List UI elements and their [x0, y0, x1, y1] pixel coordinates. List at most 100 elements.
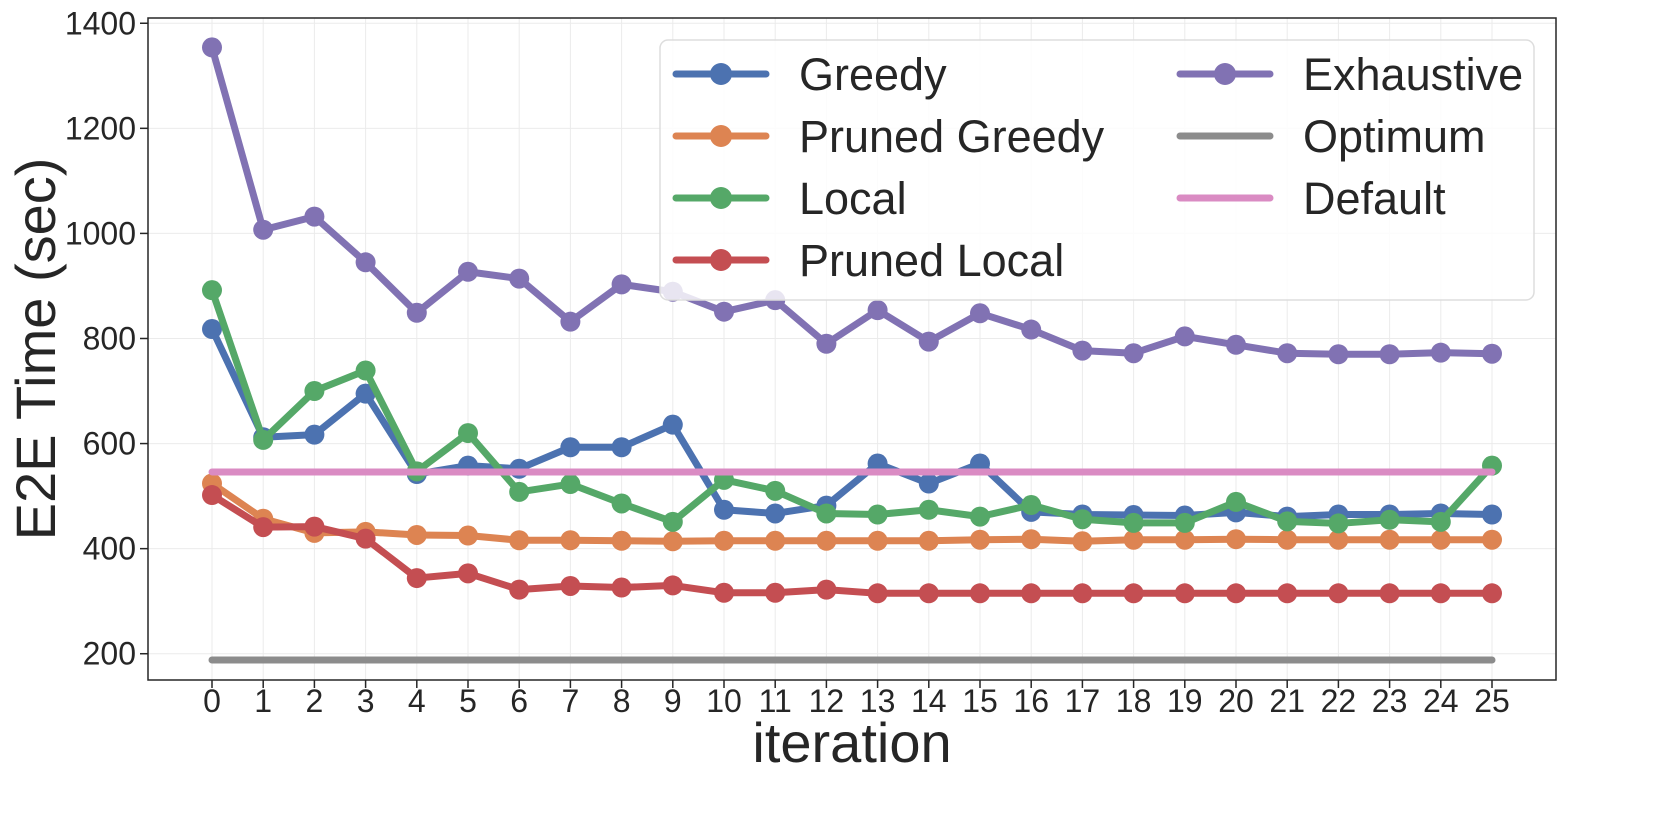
- x-tick-label: 7: [562, 683, 580, 719]
- local-point: [816, 503, 837, 524]
- x-tick-label: 11: [759, 683, 792, 719]
- local-point: [765, 480, 786, 501]
- pruned-greedy-point: [1482, 529, 1502, 550]
- x-tick-label: 6: [510, 683, 528, 719]
- exhaustive-point: [970, 303, 990, 324]
- y-tick-label: 1000: [65, 215, 136, 251]
- pruned-local-point: [816, 579, 837, 600]
- greedy-point: [714, 499, 734, 520]
- pruned-local-point: [253, 517, 274, 538]
- pruned-greedy-point: [458, 525, 478, 546]
- local-point: [867, 504, 888, 525]
- series-exhaustive: [202, 37, 1502, 365]
- pruned-local-point: [1123, 583, 1144, 604]
- pruned-local-point: [1430, 583, 1451, 604]
- x-tick-label: 25: [1474, 683, 1510, 719]
- local-point: [253, 429, 274, 450]
- legend-label: Exhaustive: [1303, 49, 1523, 100]
- legend-item-default: Default: [1176, 173, 1446, 224]
- pruned-local-point: [918, 583, 939, 604]
- pruned-local-point: [662, 575, 683, 596]
- legend-item-local: Local: [672, 173, 907, 224]
- y-tick-label: 1400: [65, 5, 136, 41]
- legend-label: Pruned Local: [799, 235, 1064, 286]
- x-tick-label: 15: [962, 683, 998, 719]
- pruned-greedy-point: [1379, 529, 1400, 550]
- pruned-local-point: [1072, 583, 1093, 604]
- greedy-point: [304, 424, 325, 445]
- pruned-greedy-point: [662, 531, 683, 552]
- exhaustive-point: [816, 333, 837, 354]
- pruned-local-point: [406, 568, 427, 589]
- x-tick-label: 1: [254, 683, 272, 719]
- pruned-local-point: [1021, 583, 1042, 604]
- x-tick-label: 16: [1013, 683, 1049, 719]
- legend-swatch-marker: [710, 187, 732, 209]
- pruned-greedy-point: [1021, 529, 1042, 550]
- local-point: [1430, 511, 1451, 532]
- pruned-local-point: [355, 528, 376, 549]
- pruned-local-point: [560, 575, 581, 596]
- greedy-point: [560, 437, 581, 458]
- series-group: [202, 37, 1502, 664]
- exhaustive-point: [458, 261, 478, 282]
- pruned-local-point: [509, 579, 530, 600]
- x-tick-label: 5: [459, 683, 477, 719]
- pruned-local-point: [1482, 583, 1502, 604]
- exhaustive-point: [1328, 344, 1349, 365]
- pruned-local-point: [1277, 583, 1298, 604]
- exhaustive-point: [355, 252, 376, 273]
- local-point: [611, 493, 632, 514]
- exhaustive-point: [1277, 343, 1298, 364]
- local-point: [560, 474, 581, 495]
- legend-swatch-marker: [710, 249, 732, 271]
- pruned-greedy-point: [1174, 529, 1195, 550]
- pruned-greedy-point: [1328, 529, 1349, 550]
- x-tick-label: 19: [1167, 683, 1203, 719]
- y-axis-label: E2E Time (sec): [4, 158, 67, 541]
- legend-label: Local: [799, 173, 907, 224]
- x-tick-label: 0: [203, 683, 221, 719]
- legend-item-exhaustive: Exhaustive: [1176, 49, 1523, 100]
- pruned-local-point: [1328, 583, 1349, 604]
- exhaustive-point: [1482, 343, 1502, 364]
- y-tick-label: 600: [83, 426, 136, 462]
- x-axis-label: iteration: [752, 711, 951, 774]
- y-tick-label: 1200: [65, 110, 136, 146]
- y-tick-label: 400: [83, 531, 136, 567]
- y-tick-label: 200: [83, 636, 136, 672]
- local-point: [1379, 509, 1400, 530]
- x-tick-label: 8: [613, 683, 631, 719]
- local-point: [1277, 511, 1298, 532]
- pruned-local-point: [1379, 583, 1400, 604]
- x-tick-label: 17: [1065, 683, 1101, 719]
- legend-swatch-marker: [710, 63, 732, 85]
- pruned-local-point: [714, 582, 734, 603]
- pruned-greedy-point: [509, 530, 530, 551]
- legend-item-pruned-local: Pruned Local: [672, 235, 1064, 286]
- pruned-greedy-point: [867, 530, 888, 551]
- pruned-greedy-point: [611, 530, 632, 551]
- local-point: [202, 280, 222, 301]
- exhaustive-point: [1174, 326, 1195, 347]
- exhaustive-point: [918, 331, 939, 352]
- axis-ticks: 0 1 2 3 4 5 6 7 8 9 10 11 12 13 14 15 16 17 18 19 20 21 22 23 24…: [65, 5, 1510, 719]
- exhaustive-point: [611, 274, 632, 295]
- x-tick-label: 18: [1116, 683, 1152, 719]
- exhaustive-point: [509, 268, 530, 289]
- pruned-local-point: [765, 582, 786, 603]
- pruned-greedy-point: [970, 529, 990, 550]
- pruned-greedy-point: [714, 530, 734, 551]
- x-tick-label: 22: [1321, 683, 1357, 719]
- pruned-greedy-point: [1277, 529, 1298, 550]
- local-point: [509, 481, 530, 502]
- legend-item-pruned-greedy: Pruned Greedy: [672, 111, 1105, 162]
- greedy-point: [662, 414, 683, 435]
- local-point: [1328, 513, 1349, 534]
- pruned-local-point: [1226, 583, 1246, 604]
- pruned-local-point: [1174, 583, 1195, 604]
- greedy-point: [355, 383, 376, 404]
- series-local: [202, 280, 1502, 534]
- pruned-greedy-point: [816, 530, 837, 551]
